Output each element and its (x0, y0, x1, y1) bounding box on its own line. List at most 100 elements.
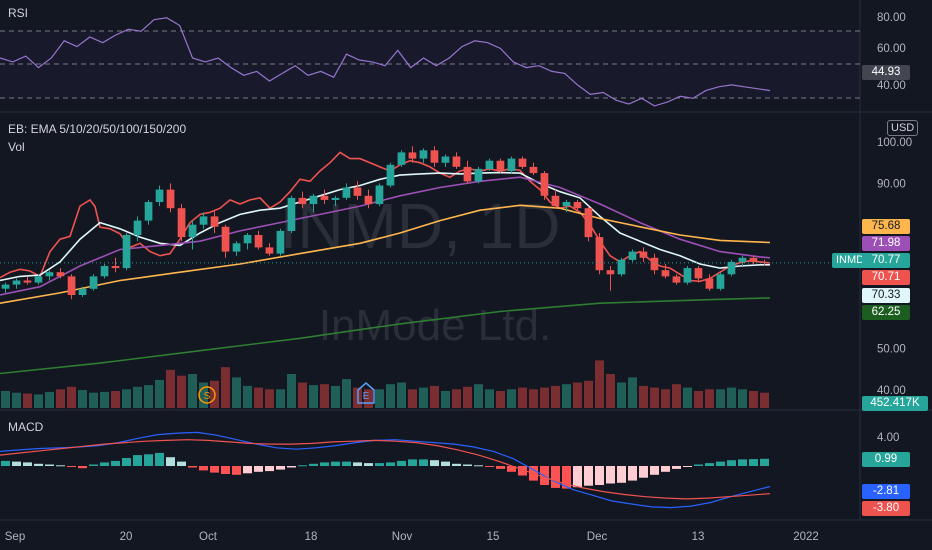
macd-histogram-bar (727, 460, 736, 466)
watermark-company: InMode Ltd. (319, 301, 551, 350)
macd-histogram-bar (738, 459, 747, 466)
candle-body (485, 160, 494, 169)
event-earnings-marker (357, 382, 375, 404)
volume-bar (430, 385, 439, 408)
macd-histogram-bar (232, 466, 241, 475)
volume-bar (738, 389, 747, 408)
volume-bar (45, 391, 54, 408)
macd-histogram-bar (155, 452, 164, 466)
macd-pane-title[interactable]: MACD (8, 420, 44, 434)
candle-body (606, 270, 615, 275)
candle-body (452, 156, 461, 167)
macd-histogram-bar (485, 466, 494, 467)
candle-body (100, 266, 109, 277)
volume-bar (386, 384, 395, 408)
price-tick-label: 100.00 (877, 137, 912, 149)
candle-body (375, 185, 384, 205)
volume-bar (12, 392, 21, 408)
price-axis-label: 70.33 (862, 288, 910, 303)
candle-body (45, 272, 54, 277)
candle-body (738, 257, 747, 262)
candle-body (177, 208, 186, 238)
main-pane-indicator-title[interactable]: EB: EMA 5/10/20/50/100/150/200 (8, 122, 187, 136)
volume-bar (683, 387, 692, 408)
candle-body (287, 197, 296, 231)
volume-bar (463, 386, 472, 409)
macd-histogram-bar (364, 463, 373, 466)
volume-title[interactable]: Vol (8, 140, 25, 154)
volume-bar (221, 367, 230, 408)
candle-body (353, 187, 362, 196)
macd-histogram-bar (397, 460, 406, 466)
currency-badge[interactable]: USD (887, 120, 919, 136)
volume-bar (727, 387, 736, 408)
rsi-line (0, 17, 771, 107)
macd-histogram-bar (89, 464, 98, 466)
macd-histogram-bar (342, 461, 351, 466)
time-tick-label: 18 (305, 531, 318, 543)
candle-body (628, 251, 637, 260)
candle-body (144, 202, 153, 221)
rsi-current-label: 44.93 (862, 65, 910, 80)
macd-histogram-bar (1, 460, 10, 466)
volume-bar (760, 392, 769, 408)
price-axis-label: 70.77 (862, 253, 910, 268)
volume-bar (518, 387, 527, 408)
price-tick-label: 90.00 (877, 178, 906, 190)
macd-histogram-bar (221, 466, 230, 474)
candle-body (463, 166, 472, 182)
macd-histogram-bar (496, 466, 505, 469)
price-tick-label: 40.00 (877, 385, 906, 397)
candle-body (507, 158, 516, 171)
price-axis-label: 75.68 (862, 219, 910, 234)
candle-body (1, 284, 10, 289)
candle-body (265, 247, 274, 254)
macd-histogram-bar (199, 466, 208, 471)
volume-bar (78, 390, 87, 408)
candle-body (518, 158, 527, 167)
candle-body (34, 276, 43, 283)
volume-bar (584, 380, 593, 408)
candle-body (276, 230, 285, 254)
macd-histogram-bar (133, 455, 142, 466)
candle-body (67, 276, 76, 295)
volume-bar (133, 386, 142, 409)
macd-histogram-bar (320, 462, 329, 466)
macd-histogram-bar (287, 466, 296, 468)
signal-line (0, 439, 771, 500)
volume-bar (89, 392, 98, 408)
volume-bar (309, 385, 318, 408)
volume-bar (375, 389, 384, 408)
ema-line (0, 204, 771, 304)
volume-bar (364, 389, 373, 408)
volume-bar (276, 389, 285, 408)
candle-body (243, 235, 252, 244)
candle-body (661, 270, 670, 277)
macd-histogram-bar (716, 461, 725, 466)
macd-histogram-bar (463, 464, 472, 466)
macd-histogram-bar (705, 463, 714, 466)
candle-body (12, 280, 21, 285)
candle-body (672, 276, 681, 283)
macd-histogram-bar (441, 461, 450, 466)
volume-bar (672, 384, 681, 408)
time-tick-label: Sep (5, 531, 25, 543)
candle-body (694, 268, 703, 279)
time-tick-label: Dec (587, 531, 608, 543)
macd-histogram-bar (639, 466, 648, 478)
volume-bar (342, 379, 351, 408)
candle-body (122, 235, 131, 269)
rsi-band-fill (0, 31, 860, 98)
volume-bar (265, 389, 274, 408)
candle-body (595, 237, 604, 271)
time-tick-label: 15 (487, 531, 500, 543)
volume-bar (320, 384, 329, 408)
macd-histogram-bar (309, 463, 318, 466)
candle-body (584, 208, 593, 238)
volume-bar (254, 387, 263, 408)
time-tick-label: Oct (199, 531, 218, 543)
volume-bar (661, 389, 670, 408)
macd-histogram-bar (551, 466, 560, 488)
volume-bar (529, 389, 538, 408)
